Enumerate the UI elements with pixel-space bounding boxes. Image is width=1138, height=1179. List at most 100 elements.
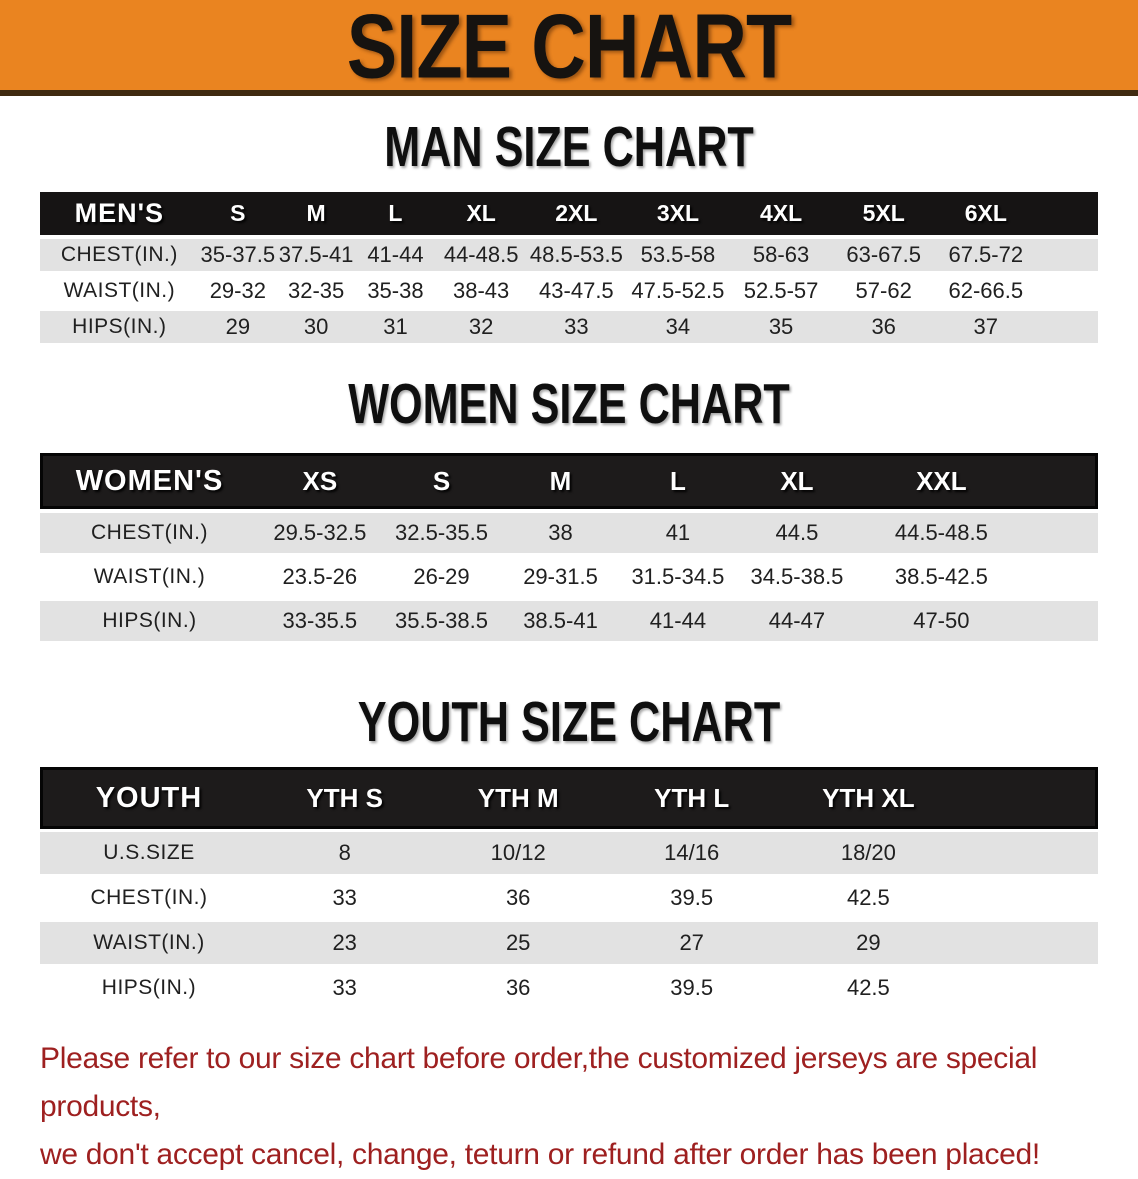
size-value-cell: 14/16 <box>664 840 720 865</box>
size-value-cell: 34 <box>665 314 691 339</box>
table-row: U.S.SIZE 8 10/12 14/16 18/20 <box>40 832 1098 874</box>
size-value-cell: 63-67.5 <box>846 242 921 267</box>
size-value-cell: 35.5-38.5 <box>395 608 488 633</box>
size-column-header: L <box>669 465 686 496</box>
disclaimer-line-2: we don't accept cancel, change, teturn o… <box>40 1138 1040 1171</box>
men-size-table: MEN'S S M L XL 2XL 3XL 4XL 5XL 6XL CHEST(IN.) 35-37… <box>40 192 1098 343</box>
size-value-cell: 32.5-35.5 <box>395 520 488 545</box>
size-value-cell: 18/20 <box>840 840 896 865</box>
size-value-cell: 38.5-41 <box>523 608 598 633</box>
size-column-header: XXL <box>916 465 967 496</box>
measurement-row-label: HIPS(IN.) <box>101 976 197 999</box>
size-value-cell: 39.5 <box>670 885 714 910</box>
size-column-header: YTH XL <box>822 782 915 813</box>
table-row: HIPS(IN.) 33-35.5 35.5-38.5 38.5-41 41-44 44-… <box>40 601 1098 641</box>
measurement-row-label: HIPS(IN.) <box>72 315 167 338</box>
size-chart-banner: SIZE CHART <box>0 0 1138 96</box>
size-value-cell: 36 <box>871 314 896 339</box>
size-value-cell: 47-50 <box>913 608 970 633</box>
size-value-cell: 31.5-34.5 <box>631 564 725 589</box>
size-value-cell: 10/12 <box>490 840 546 865</box>
size-value-cell: 62-66.5 <box>948 278 1024 303</box>
size-value-cell: 34.5-38.5 <box>750 564 844 589</box>
size-column-header: 2XL <box>555 200 598 226</box>
size-column-header: M <box>549 465 572 496</box>
measurement-row-label: CHEST(IN.) <box>90 886 208 909</box>
size-value-cell: 33-35.5 <box>282 608 358 633</box>
size-value-cell: 23 <box>332 930 357 955</box>
size-value-cell: 31 <box>383 314 408 339</box>
size-value-cell: 44-47 <box>768 608 826 633</box>
size-value-cell: 38-43 <box>453 278 510 303</box>
size-value-cell: 42.5 <box>846 885 890 910</box>
table-row: WAIST(IN.) 23 25 27 29 <box>40 922 1098 964</box>
size-value-cell: 29 <box>225 314 251 339</box>
women-section-heading: WOMEN SIZE CHART <box>0 372 1138 436</box>
men-table-header-row: MEN'S S M L XL 2XL 3XL 4XL 5XL 6XL <box>40 192 1098 235</box>
table-row: HIPS(IN.) 33 36 39.5 42.5 <box>40 967 1098 1009</box>
measurement-row-label: WAIST(IN.) <box>93 931 205 954</box>
size-value-cell: 35 <box>768 314 794 339</box>
size-value-cell: 41-44 <box>367 242 424 267</box>
size-column-header: XL <box>780 465 814 496</box>
women-section-heading-text: WOMEN SIZE CHART <box>348 372 790 436</box>
size-value-cell: 58-63 <box>752 242 810 267</box>
banner-title: SIZE CHART <box>346 0 792 97</box>
size-value-cell: 29 <box>856 930 881 955</box>
size-value-cell: 57-62 <box>855 278 912 303</box>
size-column-header: XL <box>466 200 496 226</box>
size-value-cell: 47.5-52.5 <box>631 278 725 303</box>
size-value-cell: 35-37.5 <box>200 242 276 267</box>
size-value-cell: 27 <box>679 930 704 955</box>
measurement-row-label: HIPS(IN.) <box>102 609 197 632</box>
size-value-cell: 42.5 <box>846 975 890 1000</box>
size-value-cell: 35-38 <box>367 278 424 303</box>
size-value-cell: 26-29 <box>413 564 470 589</box>
measurement-row-label: WAIST(IN.) <box>93 565 206 588</box>
table-row: CHEST(IN.) 35-37.5 37.5-41 41-44 44-48.5 48.5… <box>40 239 1098 271</box>
size-value-cell: 29-32 <box>209 278 266 303</box>
measurement-row-label: CHEST(IN.) <box>91 521 208 544</box>
size-value-cell: 30 <box>303 314 329 339</box>
size-value-cell: 8 <box>338 840 351 865</box>
size-value-cell: 29-31.5 <box>523 564 598 589</box>
measurement-row-label: U.S.SIZE <box>103 841 195 864</box>
size-value-cell: 38 <box>548 520 573 545</box>
size-value-cell: 32-35 <box>287 278 345 303</box>
table-row: CHEST(IN.) 29.5-32.5 32.5-35.5 38 41 44.5 44.5… <box>40 513 1098 553</box>
size-column-header: S <box>432 465 451 496</box>
men-section-heading: MAN SIZE CHART <box>0 115 1138 179</box>
size-value-cell: 41 <box>665 520 691 545</box>
size-column-header: S <box>230 200 246 226</box>
size-value-cell: 53.5-58 <box>640 242 716 267</box>
size-value-cell: 36 <box>505 885 531 910</box>
size-value-cell: 37.5-41 <box>278 242 354 267</box>
order-disclaimer: Please refer to our size chart before or… <box>40 1035 1118 1179</box>
size-value-cell: 44.5-48.5 <box>894 520 988 545</box>
youth-section-heading: YOUTH SIZE CHART <box>0 694 1138 751</box>
size-value-cell: 23.5-26 <box>282 564 358 589</box>
size-value-cell: 38.5-42.5 <box>894 564 988 589</box>
size-value-cell: 36 <box>505 975 531 1000</box>
size-column-header: YTH L <box>654 782 730 813</box>
size-value-cell: 25 <box>505 930 531 955</box>
measurement-row-label: WAIST(IN.) <box>63 279 176 302</box>
size-column-header: YTH M <box>477 782 559 813</box>
men-section-heading-text: MAN SIZE CHART <box>384 115 754 179</box>
size-column-header: 6XL <box>964 200 1007 226</box>
size-value-cell: 39.5 <box>670 975 714 1000</box>
youth-table-header-row: YOUTH YTH S YTH M YTH L YTH XL <box>40 767 1098 829</box>
measurement-row-label: CHEST(IN.) <box>60 243 178 266</box>
women-table-title: WOMEN'S <box>75 464 224 497</box>
size-value-cell: 29.5-32.5 <box>273 520 367 545</box>
size-value-cell: 44.5 <box>775 520 819 545</box>
youth-table-title: YOUTH <box>95 781 203 814</box>
size-value-cell: 32 <box>468 314 494 339</box>
size-value-cell: 37 <box>973 314 999 339</box>
table-row: WAIST(IN.) 23.5-26 26-29 29-31.5 31.5-34.5 34… <box>40 557 1098 597</box>
size-value-cell: 43-47.5 <box>539 278 614 303</box>
size-column-header: 4XL <box>759 200 803 226</box>
size-column-header: 5XL <box>862 200 905 226</box>
size-column-header: 3XL <box>656 200 699 226</box>
size-value-cell: 67.5-72 <box>948 242 1024 267</box>
